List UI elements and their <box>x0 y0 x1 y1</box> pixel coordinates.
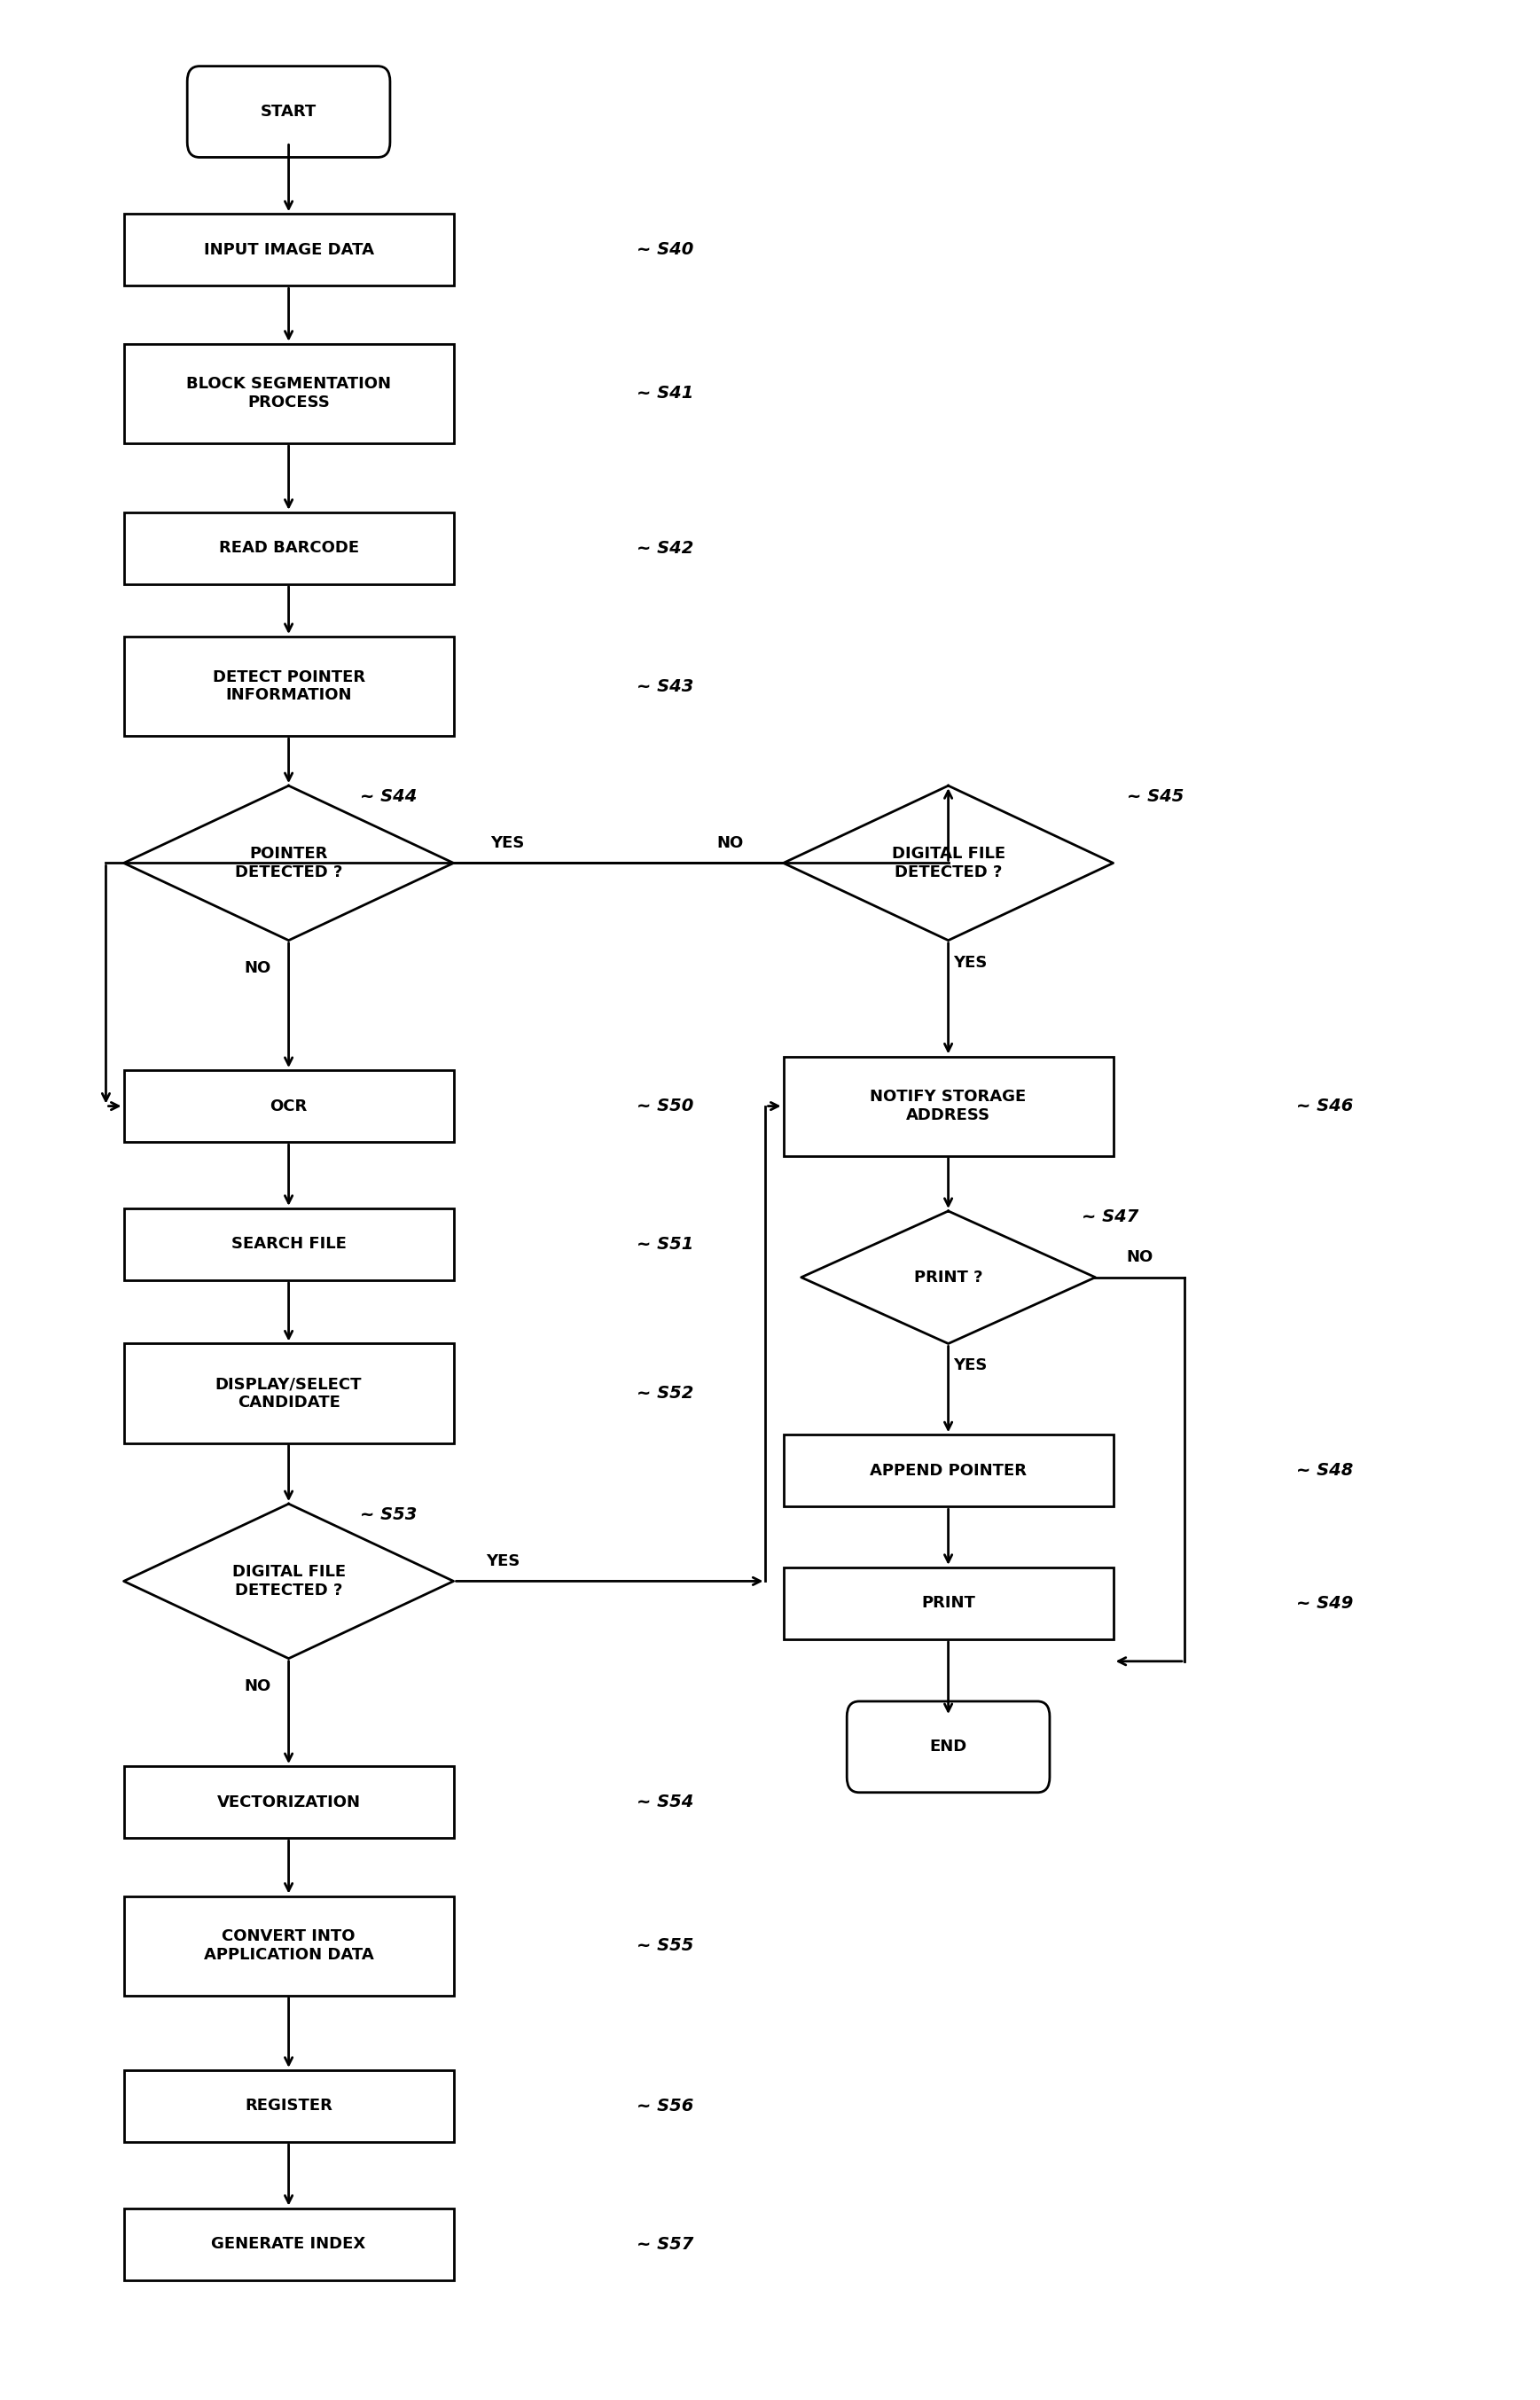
Polygon shape <box>784 785 1113 941</box>
Text: NO: NO <box>716 835 744 852</box>
FancyBboxPatch shape <box>847 1702 1050 1793</box>
Text: NOTIFY STORAGE
ADDRESS: NOTIFY STORAGE ADDRESS <box>870 1090 1026 1123</box>
Text: ~ S43: ~ S43 <box>636 677 693 694</box>
Text: YES: YES <box>490 835 524 852</box>
Polygon shape <box>123 1505 454 1658</box>
Text: ~ S57: ~ S57 <box>636 2237 693 2254</box>
Text: ~ S45: ~ S45 <box>1127 787 1184 804</box>
Bar <box>123 2071 454 2141</box>
Text: NO: NO <box>1127 1250 1153 1265</box>
Text: YES: YES <box>953 1358 987 1373</box>
Text: ~ S40: ~ S40 <box>636 242 693 259</box>
Text: ~ S53: ~ S53 <box>360 1507 417 1524</box>
Text: ~ S54: ~ S54 <box>636 1793 693 1810</box>
Bar <box>123 2208 454 2280</box>
Text: POINTER
DETECTED ?: POINTER DETECTED ? <box>234 845 342 881</box>
Text: START: START <box>260 103 317 120</box>
Text: ~ S52: ~ S52 <box>636 1385 693 1402</box>
Bar <box>123 1070 454 1142</box>
Bar <box>123 343 454 444</box>
Bar <box>123 1896 454 1994</box>
Text: DIGITAL FILE
DETECTED ?: DIGITAL FILE DETECTED ? <box>233 1565 345 1598</box>
Text: ~ S47: ~ S47 <box>1083 1207 1140 1224</box>
Text: VECTORIZATION: VECTORIZATION <box>217 1795 360 1810</box>
Text: ~ S48: ~ S48 <box>1297 1462 1354 1478</box>
Text: ~ S51: ~ S51 <box>636 1236 693 1253</box>
Text: PRINT: PRINT <box>921 1596 975 1610</box>
Text: ~ S49: ~ S49 <box>1297 1596 1354 1613</box>
Text: APPEND POINTER: APPEND POINTER <box>870 1462 1027 1478</box>
Text: DETECT POINTER
INFORMATION: DETECT POINTER INFORMATION <box>213 670 365 703</box>
Text: DISPLAY/SELECT
CANDIDATE: DISPLAY/SELECT CANDIDATE <box>216 1375 362 1411</box>
Text: DIGITAL FILE
DETECTED ?: DIGITAL FILE DETECTED ? <box>892 845 1006 881</box>
Text: SEARCH FILE: SEARCH FILE <box>231 1236 346 1253</box>
Text: READ BARCODE: READ BARCODE <box>219 540 359 557</box>
Text: ~ S41: ~ S41 <box>636 384 693 401</box>
Text: YES: YES <box>953 955 987 970</box>
Text: NO: NO <box>243 960 271 977</box>
Bar <box>784 1435 1113 1507</box>
Text: ~ S46: ~ S46 <box>1297 1097 1354 1114</box>
Bar <box>784 1056 1113 1157</box>
Bar <box>123 1207 454 1279</box>
Text: END: END <box>930 1740 967 1754</box>
Text: ~ S55: ~ S55 <box>636 1937 693 1954</box>
Text: CONVERT INTO
APPLICATION DATA: CONVERT INTO APPLICATION DATA <box>203 1930 374 1963</box>
Text: PRINT ?: PRINT ? <box>913 1270 983 1286</box>
Bar <box>123 636 454 737</box>
Text: ~ S56: ~ S56 <box>636 2098 693 2114</box>
Bar <box>123 1766 454 1838</box>
Text: INPUT IMAGE DATA: INPUT IMAGE DATA <box>203 242 374 257</box>
Bar <box>123 214 454 286</box>
Bar <box>784 1567 1113 1639</box>
Polygon shape <box>123 785 454 941</box>
FancyBboxPatch shape <box>188 67 390 158</box>
Text: OCR: OCR <box>269 1099 308 1114</box>
Text: ~ S50: ~ S50 <box>636 1097 693 1114</box>
Text: GENERATE INDEX: GENERATE INDEX <box>211 2237 367 2251</box>
Text: NO: NO <box>243 1678 271 1694</box>
Text: YES: YES <box>485 1553 519 1570</box>
Text: BLOCK SEGMENTATION
PROCESS: BLOCK SEGMENTATION PROCESS <box>186 377 391 410</box>
Text: REGISTER: REGISTER <box>245 2098 333 2114</box>
Text: ~ S42: ~ S42 <box>636 540 693 557</box>
Polygon shape <box>801 1212 1095 1344</box>
Bar <box>123 1344 454 1442</box>
Text: ~ S44: ~ S44 <box>360 787 417 804</box>
Bar <box>123 511 454 583</box>
